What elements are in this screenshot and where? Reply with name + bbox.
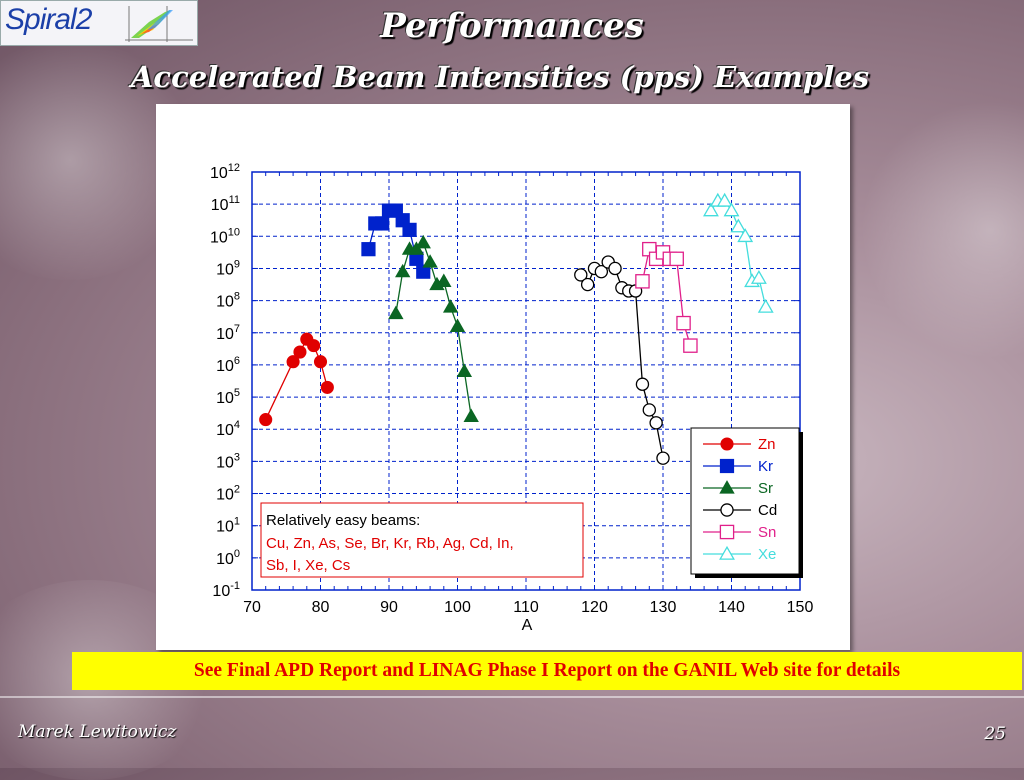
data-point-sr: [388, 305, 404, 320]
legend-label-xe: Xe: [758, 546, 776, 563]
logo-graphic-icon: [125, 6, 193, 42]
y-tick-label: 1012: [210, 162, 240, 182]
data-point-xe: [723, 202, 740, 217]
data-point-zn: [286, 355, 300, 369]
data-point-cd: [642, 403, 657, 417]
data-point-zn: [259, 413, 273, 427]
data-point-sr: [449, 318, 466, 332]
data-point-zn: [293, 345, 307, 359]
data-point-xe: [730, 218, 747, 233]
legend-label-zn: Zn: [758, 436, 776, 453]
legend-label-kr: Kr: [758, 458, 773, 475]
data-point-xe: [737, 228, 754, 243]
annotation-line: Cu, Zn, As, Se, Br, Kr, Rb, Ag, Cd, In,: [266, 535, 514, 552]
data-point-cd: [608, 261, 622, 276]
author-name: Marek Lewitowicz: [18, 722, 177, 742]
y-tick-label: 109: [216, 258, 240, 278]
data-point-sr: [456, 363, 473, 377]
reference-note: See Final APD Report and LINAG Phase I R…: [72, 652, 1022, 690]
data-point-cd: [580, 277, 595, 292]
y-tick-label: 104: [216, 419, 240, 439]
data-point-sr: [422, 254, 438, 268]
data-point-sn: [635, 274, 650, 289]
y-tick-label: 1010: [210, 226, 240, 246]
legend-label-sr: Sr: [758, 480, 773, 497]
beam-intensity-chart: 70 80 90 100 110 120 130 140 150 1012 1011 1010 109 1…: [210, 162, 814, 634]
data-point-sr: [442, 299, 459, 313]
y-tick-label: 106: [216, 355, 240, 375]
data-point-kr: [416, 264, 431, 279]
logo-text: Spiral2: [5, 3, 92, 36]
footer-divider: [0, 696, 1024, 698]
data-point-xe: [716, 192, 733, 207]
data-point-sr: [436, 273, 452, 287]
legend-marker-kr: [719, 458, 735, 474]
legend-label-sn: Sn: [758, 524, 776, 541]
x-tick-label: 110: [513, 599, 539, 616]
y-tick-label: 103: [216, 451, 240, 471]
x-tick-label: 90: [380, 599, 398, 616]
slide-subtitle: Accelerated Beam Intensities (pps) Examp…: [130, 60, 870, 94]
data-point-sn: [683, 338, 698, 353]
x-tick-label: 130: [650, 599, 677, 616]
data-point-sr: [415, 234, 431, 249]
data-point-sn: [676, 315, 691, 331]
y-tick-label: 108: [216, 291, 240, 311]
data-point-xe: [703, 202, 719, 217]
x-tick-label: 120: [581, 599, 608, 616]
data-point-kr: [361, 242, 376, 257]
data-point-cd: [649, 416, 663, 430]
y-tick-label: 101: [216, 516, 240, 536]
x-tick-label: 80: [312, 599, 330, 616]
data-point-kr: [402, 222, 417, 237]
page-number: 25: [984, 724, 1006, 744]
data-point-zn: [313, 355, 328, 369]
data-point-kr: [375, 216, 390, 231]
legend-marker-zn: [720, 437, 734, 451]
data-point-cd: [574, 268, 588, 282]
y-tick-label: 100: [216, 548, 240, 568]
slide-title: Performances: [380, 6, 644, 46]
legend-marker-sr: [719, 480, 735, 494]
data-point-sn: [669, 251, 684, 267]
y-tick-label: 102: [216, 484, 240, 504]
legend-label-cd: Cd: [758, 502, 777, 519]
data-point-zn: [307, 339, 321, 353]
y-tick-label: 107: [216, 323, 240, 343]
legend-box: [690, 427, 800, 575]
data-point-cd: [656, 451, 670, 465]
data-point-xe: [750, 269, 767, 284]
legend-marker-sn: [719, 524, 735, 540]
x-tick-label: 70: [243, 599, 261, 616]
x-tick-label: 150: [787, 599, 814, 616]
x-tick-label: 100: [444, 599, 471, 616]
y-tick-label: 10-1: [212, 580, 240, 600]
annotation-title: Relatively easy beams:: [266, 512, 420, 529]
y-tick-label: 1011: [211, 194, 240, 214]
data-point-sr: [463, 408, 479, 422]
chart-panel: 70 80 90 100 110 120 130 140 150 1012 1011 1010 109 1…: [156, 104, 850, 650]
data-point-zn: [320, 380, 334, 394]
spiral2-logo: Spiral2: [0, 0, 198, 46]
legend-marker-xe: [719, 545, 735, 560]
legend-marker-cd: [720, 503, 734, 517]
data-point-xe: [757, 298, 774, 313]
data-point-sr: [395, 263, 411, 278]
data-point-cd: [635, 377, 650, 391]
x-axis-label: A: [522, 617, 533, 634]
y-tick-label: 105: [216, 387, 240, 407]
annotation-line: Sb, I, Xe, Cs: [266, 557, 350, 574]
annotation-box: [260, 502, 584, 578]
x-tick-label: 140: [718, 599, 745, 616]
data-point-cd: [594, 264, 609, 279]
